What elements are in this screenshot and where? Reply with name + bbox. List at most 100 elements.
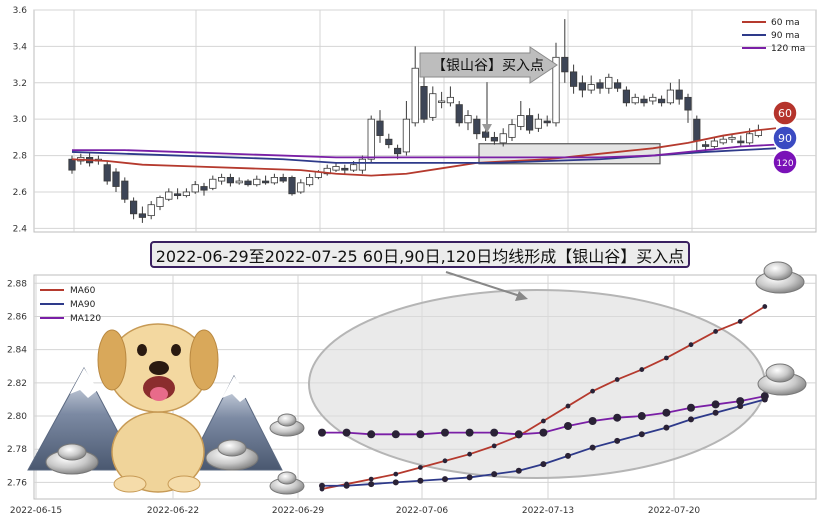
series-point bbox=[465, 428, 474, 437]
ma90-line bbox=[71, 147, 777, 164]
x-tick-label: 2022-07-13 bbox=[522, 506, 574, 516]
series-point bbox=[514, 430, 523, 439]
candlesticks bbox=[68, 19, 763, 223]
series-point bbox=[368, 481, 375, 488]
series-point bbox=[736, 397, 745, 406]
ma60-line bbox=[71, 127, 777, 177]
series-point bbox=[343, 482, 350, 489]
y-tick-label: 2.86 bbox=[7, 312, 27, 322]
candle-body bbox=[235, 180, 243, 184]
y-tick-label: 3.6 bbox=[13, 6, 28, 16]
candle-body bbox=[332, 166, 340, 171]
silver-ingot-icon bbox=[757, 363, 807, 396]
series-point bbox=[663, 424, 670, 431]
candle-body bbox=[508, 124, 516, 138]
candle-body bbox=[684, 96, 692, 111]
top-grid bbox=[34, 9, 816, 232]
candle-body bbox=[411, 67, 419, 124]
candle-body bbox=[693, 118, 701, 142]
ma-lines bbox=[318, 304, 769, 492]
series-point bbox=[737, 319, 743, 324]
candle-body bbox=[217, 177, 226, 182]
candle-body bbox=[543, 120, 551, 124]
series-point bbox=[490, 428, 499, 437]
candle-body bbox=[473, 118, 481, 135]
series-point bbox=[367, 430, 376, 439]
candle-body bbox=[728, 136, 736, 140]
candle-body bbox=[376, 120, 384, 136]
candle-body bbox=[165, 191, 173, 200]
candle-body bbox=[437, 100, 446, 103]
top-candlestick-panel: 2.4 2.6 2.8 3.0 3.2 3.4 3.6 60 ma 90 ma 120 ma 【… bbox=[13, 6, 817, 234]
series-point bbox=[442, 476, 448, 483]
candle-body bbox=[367, 118, 375, 160]
arrow-label: 【银山谷】买入点 bbox=[432, 58, 544, 74]
candle-body bbox=[429, 93, 437, 118]
pointer-arrow-head bbox=[515, 291, 528, 301]
silver-ingot-icon bbox=[755, 261, 805, 294]
ma120-line bbox=[72, 143, 777, 159]
x-tick-label: 2022-07-20 bbox=[648, 506, 701, 516]
candle-body bbox=[244, 180, 252, 186]
y-tick-label: 2.80 bbox=[7, 412, 27, 422]
candle-body bbox=[719, 138, 727, 144]
series-point bbox=[491, 443, 497, 449]
candle-body bbox=[517, 115, 525, 127]
candle-body bbox=[702, 144, 710, 147]
bottom-y-axis: 2.76 2.78 2.80 2.82 2.84 2.86 2.88 bbox=[7, 279, 27, 488]
series-point bbox=[491, 471, 498, 478]
series-point bbox=[416, 430, 425, 439]
candle-body bbox=[138, 213, 146, 218]
candle-body bbox=[534, 118, 543, 129]
candle-body bbox=[640, 98, 648, 104]
candle-body bbox=[526, 115, 534, 131]
series-point bbox=[688, 416, 694, 423]
legend-label: 90 ma bbox=[771, 31, 800, 41]
series-point bbox=[711, 400, 720, 409]
series-point bbox=[391, 430, 400, 439]
top-y-axis: 2.4 2.6 2.8 3.0 3.2 3.4 3.6 bbox=[13, 6, 28, 234]
y-tick-label: 2.76 bbox=[7, 478, 27, 488]
silver-ingot-icon bbox=[45, 443, 99, 475]
series-point bbox=[318, 428, 326, 437]
series-point bbox=[539, 428, 548, 437]
candle-body bbox=[288, 177, 296, 195]
series-point bbox=[319, 482, 325, 489]
candle-body bbox=[446, 96, 455, 104]
candle-body bbox=[147, 204, 155, 217]
y-tick-label: 2.82 bbox=[7, 379, 27, 389]
ma-badge-label: 90 bbox=[778, 132, 792, 145]
candle-body bbox=[710, 140, 719, 147]
series-point bbox=[368, 476, 374, 482]
ma-badge-label: 120 bbox=[776, 159, 793, 169]
legend-label: 120 ma bbox=[771, 44, 805, 54]
candle-body bbox=[261, 180, 270, 184]
series-point bbox=[392, 479, 399, 486]
y-tick-label: 2.78 bbox=[7, 445, 27, 455]
y-tick-label: 3.2 bbox=[13, 79, 27, 89]
series-point bbox=[638, 431, 645, 438]
candle-body bbox=[323, 167, 331, 175]
series-point bbox=[614, 377, 620, 382]
buy-point-arrow: 【银山谷】买入点 bbox=[419, 46, 558, 133]
candle-body bbox=[420, 86, 428, 120]
x-tick-label: 2022-07-06 bbox=[396, 506, 449, 516]
candle-body bbox=[279, 177, 287, 182]
y-tick-label: 2.8 bbox=[13, 152, 28, 162]
y-tick-label: 2.88 bbox=[7, 279, 27, 289]
candle-body bbox=[112, 171, 120, 187]
candle-body bbox=[605, 76, 613, 89]
series-point bbox=[565, 452, 571, 459]
series-point bbox=[590, 388, 595, 394]
moving-average-lines bbox=[71, 127, 777, 177]
series-point bbox=[762, 304, 768, 309]
candle-body bbox=[499, 133, 507, 144]
dog-icon bbox=[97, 323, 219, 493]
bottom-ma-panel: 2.762.782.802.822.842.862.88 2022-06-15 2… bbox=[7, 261, 817, 516]
candle-body bbox=[200, 186, 208, 191]
candle-body bbox=[596, 82, 604, 89]
candle-body bbox=[156, 197, 164, 207]
candle-body bbox=[402, 118, 411, 153]
series-point bbox=[662, 408, 671, 417]
